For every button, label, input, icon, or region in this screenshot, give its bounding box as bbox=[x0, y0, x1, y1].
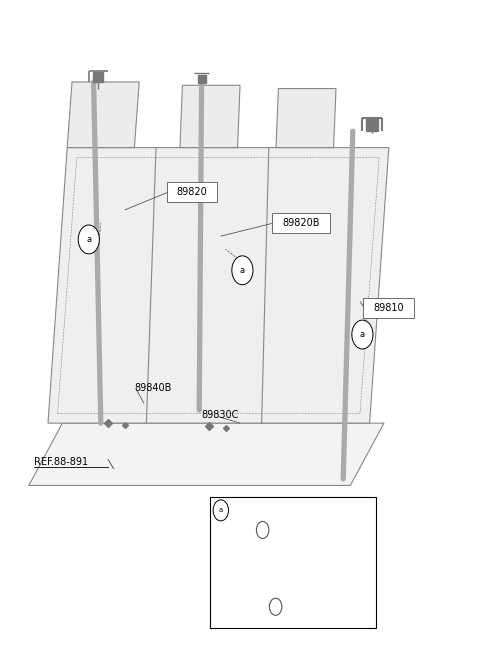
Text: 89820: 89820 bbox=[177, 187, 207, 197]
Circle shape bbox=[269, 598, 282, 615]
Text: REF.88-891: REF.88-891 bbox=[34, 457, 88, 468]
FancyBboxPatch shape bbox=[210, 497, 376, 628]
Polygon shape bbox=[29, 423, 384, 485]
FancyBboxPatch shape bbox=[363, 298, 414, 318]
Polygon shape bbox=[67, 82, 139, 148]
Circle shape bbox=[232, 256, 253, 285]
Text: a: a bbox=[86, 235, 91, 244]
Polygon shape bbox=[180, 85, 240, 148]
FancyBboxPatch shape bbox=[167, 182, 217, 202]
FancyBboxPatch shape bbox=[272, 213, 330, 233]
Text: a: a bbox=[360, 330, 365, 339]
Polygon shape bbox=[276, 89, 336, 148]
Text: a: a bbox=[240, 266, 245, 275]
Circle shape bbox=[213, 500, 228, 521]
Text: 88878: 88878 bbox=[278, 556, 301, 562]
Text: 89820B: 89820B bbox=[283, 218, 320, 228]
Circle shape bbox=[78, 225, 99, 254]
Circle shape bbox=[256, 522, 269, 539]
Text: 89830C: 89830C bbox=[202, 409, 239, 420]
Text: 89840B: 89840B bbox=[134, 383, 172, 394]
Circle shape bbox=[352, 320, 373, 349]
Text: 88877: 88877 bbox=[228, 525, 251, 531]
Polygon shape bbox=[48, 148, 389, 423]
Text: a: a bbox=[219, 507, 223, 514]
Text: 89810: 89810 bbox=[373, 303, 404, 314]
